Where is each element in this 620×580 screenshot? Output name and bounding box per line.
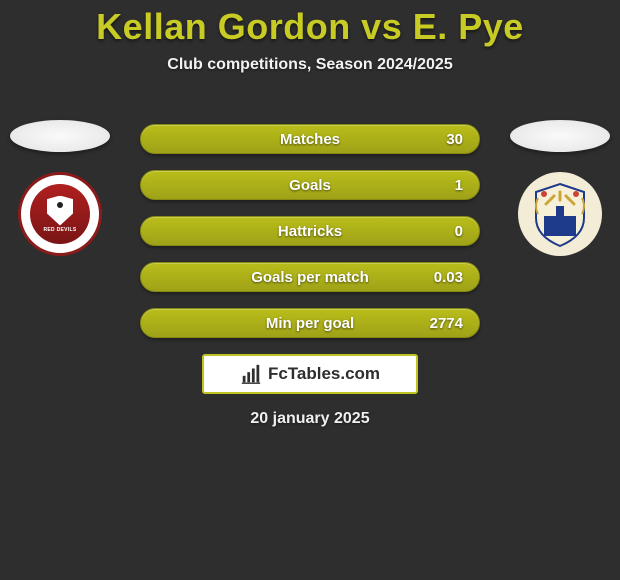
player-left-column: RED DEVILS — [10, 120, 110, 256]
club-badge-left-text: RED DEVILS — [43, 228, 76, 233]
stat-bar-matches: Matches 30 — [140, 124, 480, 154]
stat-label: Matches — [141, 125, 479, 153]
stat-bar-hattricks: Hattricks 0 — [140, 216, 480, 246]
stat-value: 0.03 — [434, 263, 463, 291]
stats-panel: Matches 30 Goals 1 Hattricks 0 Goals per… — [140, 124, 480, 354]
page-date: 20 january 2025 — [0, 410, 620, 428]
shield-icon — [47, 196, 73, 226]
brand-label: FcTables.com — [268, 364, 380, 384]
crest-icon — [524, 178, 596, 250]
stat-value: 1 — [455, 171, 463, 199]
stat-bar-min-per-goal: Min per goal 2774 — [140, 308, 480, 338]
stat-value: 0 — [455, 217, 463, 245]
stat-label: Goals per match — [141, 263, 479, 291]
player-right-column — [510, 120, 610, 256]
stat-label: Hattricks — [141, 217, 479, 245]
brand-link[interactable]: FcTables.com — [202, 354, 418, 394]
player-left-silhouette — [10, 120, 110, 152]
stat-bar-goals: Goals 1 — [140, 170, 480, 200]
page-subtitle: Club competitions, Season 2024/2025 — [0, 56, 620, 74]
club-badge-left-inner: RED DEVILS — [30, 184, 90, 244]
page-title: Kellan Gordon vs E. Pye — [0, 6, 620, 48]
club-badge-right — [518, 172, 602, 256]
club-badge-left: RED DEVILS — [18, 172, 102, 256]
stat-value: 2774 — [430, 309, 463, 337]
stat-value: 30 — [446, 125, 463, 153]
bar-chart-icon — [240, 363, 262, 385]
stat-label: Min per goal — [141, 309, 479, 337]
player-right-silhouette — [510, 120, 610, 152]
stat-label: Goals — [141, 171, 479, 199]
stat-bar-goals-per-match: Goals per match 0.03 — [140, 262, 480, 292]
